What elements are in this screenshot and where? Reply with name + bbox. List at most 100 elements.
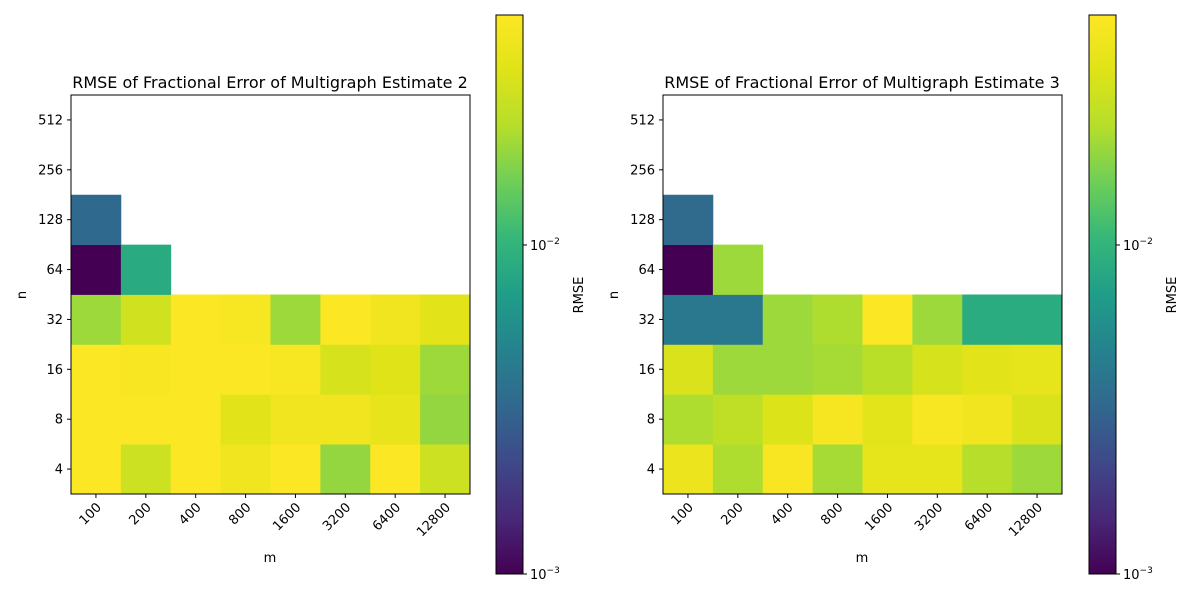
heatmap-cell	[71, 394, 122, 445]
heatmap-cell	[663, 344, 714, 395]
y-tick-label: 32	[638, 313, 655, 328]
heatmap-cell	[912, 444, 963, 495]
heatmap-cell	[120, 294, 172, 345]
plot-frame	[662, 94, 1063, 495]
heatmap-cell	[962, 444, 1013, 495]
y-tick-label: 256	[630, 163, 655, 178]
colorbar-tick-label: 10−2	[1123, 237, 1153, 254]
x-tick-label: 400	[768, 500, 796, 528]
y-tick-label: 64	[638, 263, 655, 278]
y-tick-label: 64	[46, 263, 63, 278]
colorbar: 10−3 10−2 RMSE	[495, 14, 587, 583]
x-tick-label: 12800	[414, 500, 454, 540]
colorbar-gradient	[495, 14, 524, 575]
y-tick-label: 32	[46, 313, 63, 328]
heatmap-cell	[71, 244, 122, 295]
y-tick-label: 128	[630, 213, 655, 228]
heatmap-cell	[270, 294, 321, 345]
heatmap-cell	[762, 394, 814, 445]
heatmap-cell	[1012, 394, 1063, 445]
y-tick-label: 256	[38, 163, 63, 178]
heatmap-cell	[320, 394, 371, 445]
heatmap-cell	[120, 244, 172, 295]
heatmap-cell	[962, 294, 1013, 345]
x-tick-label: 800	[226, 500, 254, 528]
heatmap-cell	[170, 344, 222, 395]
x-tick-label: 1600	[270, 500, 304, 534]
heatmap-cell	[71, 344, 122, 395]
heatmap-cell	[663, 294, 714, 345]
heatmap-cell	[1012, 294, 1063, 345]
y-tick-label: 16	[638, 363, 655, 378]
chart-title: RMSE of Fractional Error of Multigraph E…	[72, 73, 468, 92]
heatmap-cell	[71, 194, 122, 246]
heatmap-cell	[220, 344, 271, 395]
heatmap-cell	[962, 344, 1013, 395]
heatmap-cell	[320, 344, 371, 395]
colorbar-tick-label: 10−2	[530, 237, 560, 254]
x-tick-label: 12800	[1006, 500, 1046, 540]
y-tick-label: 512	[38, 113, 63, 128]
x-tick-label: 1600	[862, 500, 896, 534]
heatmap-cell	[912, 394, 963, 445]
x-axis-label: m	[856, 551, 869, 566]
heatmap-cell	[663, 394, 714, 445]
colorbar-label: RMSE	[572, 277, 587, 314]
heatmap-cell	[862, 394, 913, 445]
heatmap-cell	[712, 244, 764, 295]
x-axis-label: m	[264, 551, 277, 566]
y-tick-label: 4	[55, 463, 63, 478]
heatmap-cells	[71, 194, 471, 495]
x-tick-label: 200	[126, 500, 154, 528]
x-tick-label: 100	[669, 500, 697, 528]
y-axis: 4 8 16 32 64 128 256 512	[38, 113, 71, 478]
heatmap-cell	[663, 244, 714, 295]
plot-frame	[70, 94, 471, 495]
colorbar-tick-label: 10−3	[1123, 566, 1153, 583]
x-tick-label: 400	[176, 500, 204, 528]
heatmap-cell	[320, 444, 371, 495]
x-axis: 100 200 400 800 1600 3200 6400 12800	[669, 494, 1046, 540]
heatmap-cell	[812, 444, 863, 495]
heatmap-cell	[712, 444, 764, 495]
heatmap-cell	[762, 344, 814, 395]
x-tick-label: 100	[77, 500, 105, 528]
heatmap-cell	[220, 444, 271, 495]
heatmap-cell	[71, 444, 122, 495]
heatmap-cell	[420, 294, 471, 345]
heatmap-cell	[812, 294, 863, 345]
heatmap-cell	[663, 194, 714, 246]
heatmap-cell	[270, 344, 321, 395]
heatmap-cell	[862, 444, 913, 495]
heatmap-cell	[370, 294, 421, 345]
heatmap-cell	[862, 294, 913, 345]
heatmap-cell	[170, 294, 222, 345]
x-tick-label: 200	[718, 500, 746, 528]
x-axis: 100 200 400 800 1600 3200 6400 12800	[77, 494, 454, 540]
heatmap-cell	[370, 444, 421, 495]
heatmap-panel-2: RMSE of Fractional Error of Multigraph E…	[607, 14, 1180, 583]
heatmap-cell	[812, 344, 863, 395]
heatmap-cell	[320, 294, 371, 345]
heatmap-cell	[220, 294, 271, 345]
heatmap-cell	[170, 394, 222, 445]
y-tick-label: 512	[630, 113, 655, 128]
y-axis: 4 8 16 32 64 128 256 512	[630, 113, 663, 478]
heatmap-cell	[912, 294, 963, 345]
y-tick-label: 16	[46, 363, 63, 378]
heatmap-cell	[370, 394, 421, 445]
heatmap-cell	[270, 444, 321, 495]
chart-title: RMSE of Fractional Error of Multigraph E…	[664, 73, 1060, 92]
heatmap-cell	[420, 344, 471, 395]
heatmap-cell	[420, 444, 471, 495]
heatmap-cell	[912, 344, 963, 395]
heatmap-cell	[220, 394, 271, 445]
heatmap-cells	[663, 194, 1063, 495]
colorbar-tick-label: 10−3	[530, 566, 560, 583]
heatmap-cell	[120, 344, 172, 395]
heatmap-cell	[420, 394, 471, 445]
heatmap-cell	[712, 394, 764, 445]
heatmap-cell	[370, 344, 421, 395]
y-tick-label: 128	[38, 213, 63, 228]
